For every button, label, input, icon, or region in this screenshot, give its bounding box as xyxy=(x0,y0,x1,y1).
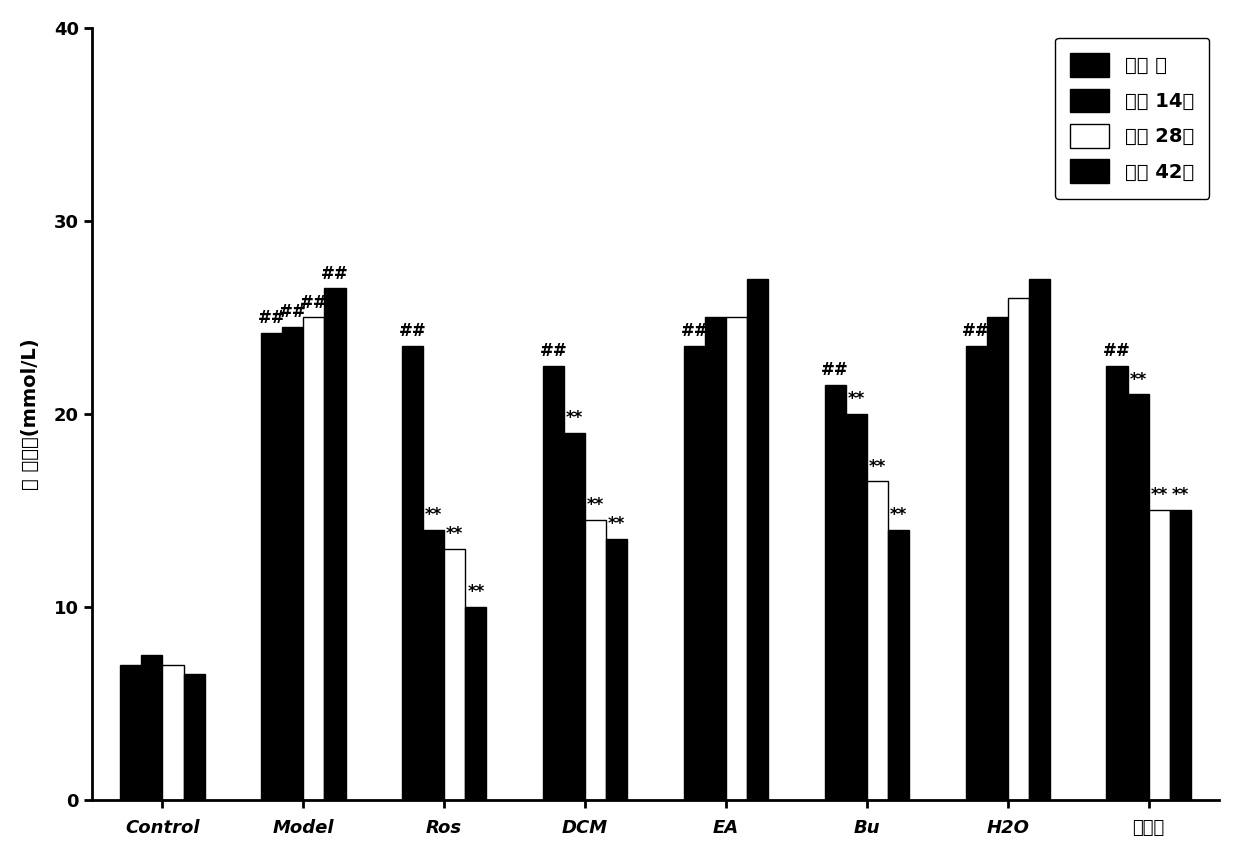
Text: **: ** xyxy=(869,457,887,475)
Text: **: ** xyxy=(608,516,625,534)
Bar xyxy=(423,529,444,800)
Text: ##: ## xyxy=(398,323,427,341)
Bar xyxy=(444,549,465,800)
Text: ##: ## xyxy=(279,303,306,321)
Bar xyxy=(260,333,283,800)
Bar xyxy=(846,414,867,800)
Bar xyxy=(606,539,627,800)
Text: **: ** xyxy=(587,496,604,514)
Legend: 给药 前, 给药 14天, 给药 28天, 给药 42天: 给药 前, 给药 14天, 给药 28天, 给药 42天 xyxy=(1055,38,1209,198)
Bar xyxy=(325,288,346,800)
Bar xyxy=(283,327,304,800)
Bar xyxy=(867,481,888,800)
Text: ##: ## xyxy=(821,361,849,379)
Bar xyxy=(1008,298,1029,800)
Bar xyxy=(585,520,606,800)
Bar xyxy=(1148,511,1169,800)
Text: **: ** xyxy=(1151,486,1168,505)
Bar xyxy=(465,607,486,800)
Text: **: ** xyxy=(890,505,908,523)
Bar xyxy=(725,317,748,800)
Text: ##: ## xyxy=(258,309,285,327)
Bar xyxy=(1029,279,1050,800)
Text: **: ** xyxy=(1130,371,1147,389)
Y-axis label: 空 腹血糖(mmol/L): 空 腹血糖(mmol/L) xyxy=(21,338,40,490)
Bar xyxy=(987,317,1008,800)
Bar xyxy=(966,347,987,800)
Bar xyxy=(1106,366,1127,800)
Bar xyxy=(543,366,564,800)
Text: **: ** xyxy=(467,583,485,601)
Bar xyxy=(825,385,846,800)
Text: ##: ## xyxy=(321,264,348,282)
Text: **: ** xyxy=(848,390,866,408)
Text: ##: ## xyxy=(962,323,990,341)
Text: **: ** xyxy=(1172,486,1189,505)
Bar xyxy=(162,665,184,800)
Bar xyxy=(402,347,423,800)
Text: **: ** xyxy=(446,525,464,543)
Bar xyxy=(141,655,162,800)
Bar xyxy=(304,317,325,800)
Bar xyxy=(888,529,909,800)
Text: ##: ## xyxy=(539,341,567,360)
Text: **: ** xyxy=(425,505,443,523)
Text: ##: ## xyxy=(1104,341,1131,360)
Bar xyxy=(184,674,205,800)
Text: ##: ## xyxy=(681,323,708,341)
Bar xyxy=(704,317,725,800)
Bar xyxy=(1169,511,1190,800)
Text: ##: ## xyxy=(300,293,327,311)
Bar xyxy=(564,433,585,800)
Bar xyxy=(1127,395,1148,800)
Text: **: ** xyxy=(565,409,583,427)
Bar xyxy=(748,279,769,800)
Bar xyxy=(683,347,704,800)
Bar xyxy=(120,665,141,800)
